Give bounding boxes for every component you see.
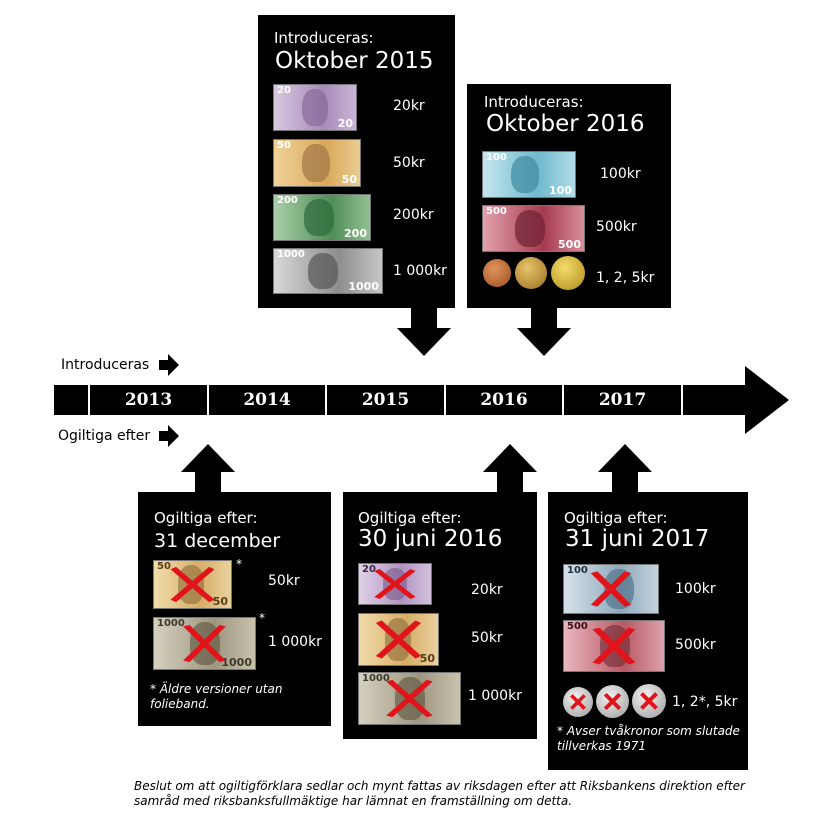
invalid-legend-arrow-icon [159, 425, 179, 447]
banknote-1000kr-new: 1000 1000 [273, 248, 383, 294]
banknote-500kr-new: 500 500 [482, 205, 585, 252]
invalid-cross-icon [183, 624, 226, 663]
banknote-1000kr-old: 1000 [358, 672, 461, 725]
invalid-cross-icon [603, 692, 622, 711]
item-label-200kr: 200kr [393, 207, 434, 223]
timeline-bar [54, 385, 750, 415]
item-label-coins: 1, 2*, 5kr [672, 694, 738, 710]
banknote-50kr-old: 50 50 [153, 560, 232, 609]
panel-footnote: * Äldre versioner utan folieband. [150, 682, 283, 711]
up-arrow-2016 [483, 444, 537, 494]
timeline-arrow-head [745, 366, 789, 434]
banknote-100kr-new: 100 100 [482, 151, 576, 198]
introduce-legend-arrow-icon [159, 354, 179, 376]
timeline-year-2013: 2013 [124, 390, 173, 410]
coin-1kr-old [563, 687, 593, 717]
item-label-1000kr: 1 000kr [268, 634, 322, 650]
item-label-100kr: 100kr [675, 581, 716, 597]
timeline-divider [325, 385, 327, 415]
panel-intro-label: Ogiltiga efter: [358, 509, 462, 527]
panel-introduced-october-2015: Introduceras: Oktober 2015 20 20 20kr 50… [258, 15, 455, 308]
coin-5kr-old [632, 684, 666, 718]
timeline-divider [562, 385, 564, 415]
panel-introduced-october-2016: Introduceras: Oktober 2016 100 100 100kr… [467, 84, 671, 308]
timeline-year-2015: 2015 [361, 390, 410, 410]
panel-date: Oktober 2016 [486, 111, 645, 137]
down-arrow-2015 [397, 306, 451, 356]
invalid-cross-icon [590, 571, 632, 607]
panel-intro-label: Introduceras: [274, 29, 374, 47]
item-label-50kr: 50kr [268, 573, 300, 589]
item-label-500kr: 500kr [596, 219, 637, 235]
timeline-divider [444, 385, 446, 415]
panel-invalid-december-2013: Ogiltiga efter: 31 december 2013 50 50 *… [138, 492, 331, 726]
banknote-500kr-old: 500 [563, 620, 665, 672]
down-arrow-2016 [517, 306, 571, 356]
timeline-year-2014: 2014 [243, 390, 291, 410]
introduce-legend-label: Introduceras [61, 357, 150, 373]
item-label-coins: 1, 2, 5kr [596, 270, 655, 286]
panel-intro-label: Ogiltiga efter: [564, 509, 668, 527]
up-arrow-2013 [181, 444, 235, 494]
coin-1kr-new [483, 259, 511, 287]
item-label-1000kr: 1 000kr [468, 688, 522, 704]
coin-2kr-new [515, 257, 547, 289]
invalid-cross-icon [375, 620, 422, 659]
banknote-20kr-new: 20 20 [273, 84, 357, 131]
invalid-cross-icon [170, 566, 215, 603]
timeline-divider [681, 385, 683, 415]
panel-date: 31 juni 2017 [565, 526, 710, 552]
timeline-divider [207, 385, 209, 415]
coin-2kr-old [596, 685, 629, 718]
banknote-200kr-new: 200 200 [273, 194, 371, 241]
up-arrow-2017 [598, 444, 652, 494]
footnote-star: * [236, 557, 242, 571]
timeline-year-2017: 2017 [598, 390, 647, 410]
banknote-1000kr-old: 1000 1000 [153, 617, 256, 670]
banknote-100kr-old: 100 [563, 564, 659, 614]
panel-footnote: * Avser tvåkronor som slutade tillverkas… [557, 724, 740, 753]
invalid-cross-icon [640, 692, 658, 710]
footer-note: Beslut om att ogiltigförklara sedlar och… [134, 779, 745, 808]
item-label-20kr: 20kr [471, 582, 503, 598]
panel-intro-label: Introduceras: [484, 93, 584, 111]
invalid-cross-icon [374, 568, 416, 600]
panel-invalid-june-2016: Ogiltiga efter: 30 juni 2016 20 20kr 50 … [343, 492, 537, 739]
panel-intro-label: Ogiltiga efter: [154, 509, 258, 527]
item-label-50kr: 50kr [471, 630, 503, 646]
item-label-100kr: 100kr [600, 166, 641, 182]
timeline-year-2016: 2016 [480, 390, 528, 410]
panel-date: Oktober 2015 [275, 48, 434, 74]
invalid-legend-label: Ogiltiga efter [58, 428, 151, 444]
item-label-50kr: 50kr [393, 155, 425, 171]
banknote-20kr-old: 20 [358, 563, 432, 605]
banknote-50kr-new: 50 50 [273, 139, 361, 187]
panel-date: 30 juni 2016 [358, 526, 503, 552]
item-label-500kr: 500kr [675, 637, 716, 653]
invalid-cross-icon [592, 627, 636, 665]
item-label-20kr: 20kr [393, 98, 425, 114]
invalid-cross-icon [386, 679, 433, 718]
coin-5kr-new [551, 256, 585, 290]
banknote-50kr-old: 50 [358, 613, 439, 666]
item-label-1000kr: 1 000kr [393, 263, 447, 279]
invalid-cross-icon [570, 694, 586, 710]
timeline-divider [88, 385, 90, 415]
footnote-star: * [259, 611, 265, 625]
panel-invalid-june-2017: Ogiltiga efter: 31 juni 2017 100 100kr 5… [548, 492, 748, 770]
